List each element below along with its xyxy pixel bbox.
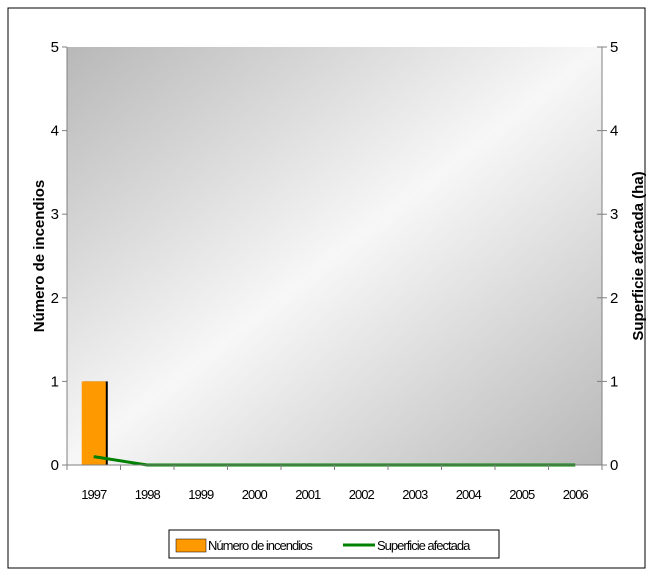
x-tick-label: 1999 [188, 487, 214, 502]
y2-axis-title: Superficie afectada (ha) [630, 171, 647, 340]
x-tick-label: 1997 [81, 487, 107, 502]
y2-tick-label: 5 [610, 39, 618, 56]
x-tick-label: 2006 [563, 487, 589, 502]
y-tick-label: 3 [51, 206, 59, 223]
x-tick-label: 2004 [456, 487, 482, 502]
x-tick-label: 2000 [242, 487, 268, 502]
y-tick-label: 5 [51, 39, 59, 56]
y-tick-label: 4 [51, 123, 59, 140]
x-tick-label: 1998 [135, 487, 161, 502]
y2-tick-label: 3 [610, 206, 618, 223]
plot-area [67, 47, 602, 465]
x-tick-label: 2005 [509, 487, 535, 502]
y-axis-title: Número de incendios [31, 180, 48, 333]
y2-tick-label: 4 [610, 123, 618, 140]
y-tick-label: 0 [51, 457, 59, 474]
legend-label-bar: Número de incendios [208, 538, 313, 553]
x-tick-label: 2001 [295, 487, 321, 502]
y2-tick-label: 0 [610, 457, 618, 474]
legend-label-line: Superficie afectada [377, 538, 471, 553]
y2-tick-label: 1 [610, 373, 618, 390]
y-tick-label: 1 [51, 373, 59, 390]
legend-swatch-bar [176, 539, 206, 552]
bar [82, 381, 106, 465]
y2-tick-label: 2 [610, 290, 618, 307]
x-tick-label: 2003 [402, 487, 428, 502]
x-tick-label: 2002 [349, 487, 375, 502]
y-tick-label: 2 [51, 290, 59, 307]
